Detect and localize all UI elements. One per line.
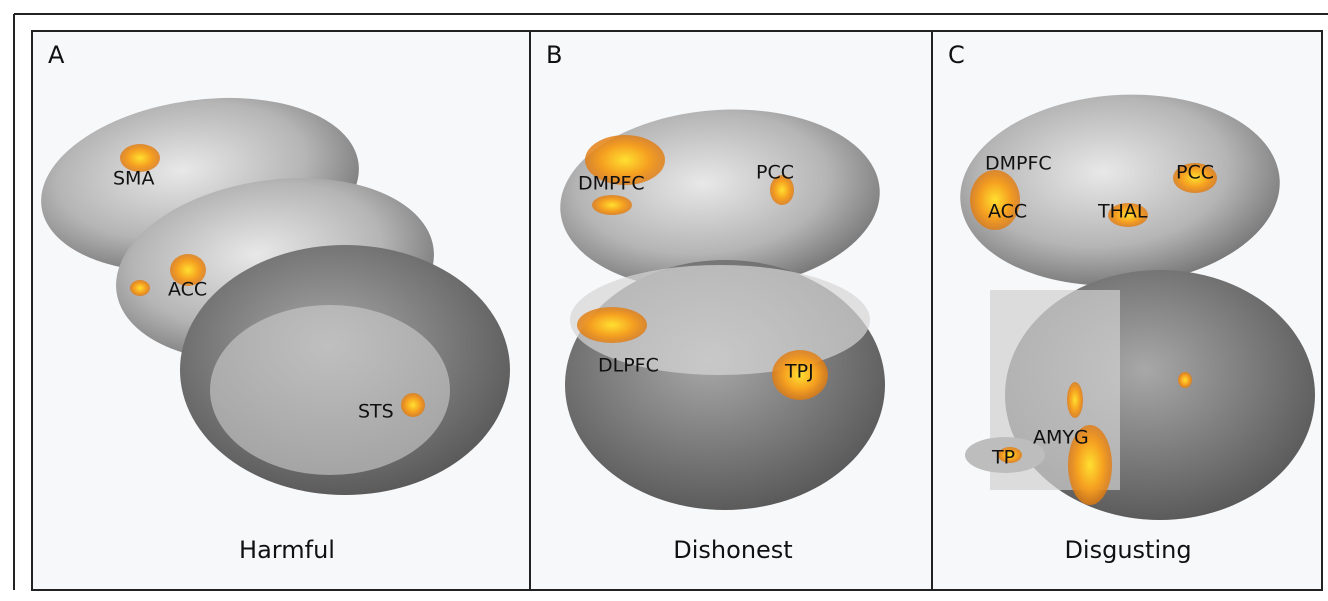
region-label: DMPFC xyxy=(985,153,1052,175)
region-label: AMYG xyxy=(1033,427,1089,449)
region-label: PCC xyxy=(1176,162,1214,184)
region-label: DMPFC xyxy=(578,173,645,195)
region-label: TP xyxy=(991,447,1015,469)
page: A SMA ACC STS Harmful B DMPFC PCC DLPFC … xyxy=(0,0,1328,601)
region-label: ACC xyxy=(168,279,207,301)
figure: A SMA ACC STS Harmful B DMPFC PCC DLPFC … xyxy=(0,0,1328,601)
panel-letter: A xyxy=(48,41,65,69)
region-label: THAL xyxy=(1097,201,1148,223)
region-label: SMA xyxy=(113,168,154,190)
panel-caption: Dishonest xyxy=(673,536,792,564)
region-label: ACC xyxy=(988,201,1027,223)
region-label: DLPFC xyxy=(598,355,659,377)
panel-caption: Disgusting xyxy=(1064,536,1191,564)
region-label: STS xyxy=(358,401,394,423)
region-label: PCC xyxy=(756,162,794,184)
panel-caption: Harmful xyxy=(239,536,335,564)
panel-letter: B xyxy=(546,41,562,69)
region-label: TPJ xyxy=(784,361,814,383)
brain-images-b xyxy=(554,99,886,510)
panel-letter: C xyxy=(948,41,965,69)
